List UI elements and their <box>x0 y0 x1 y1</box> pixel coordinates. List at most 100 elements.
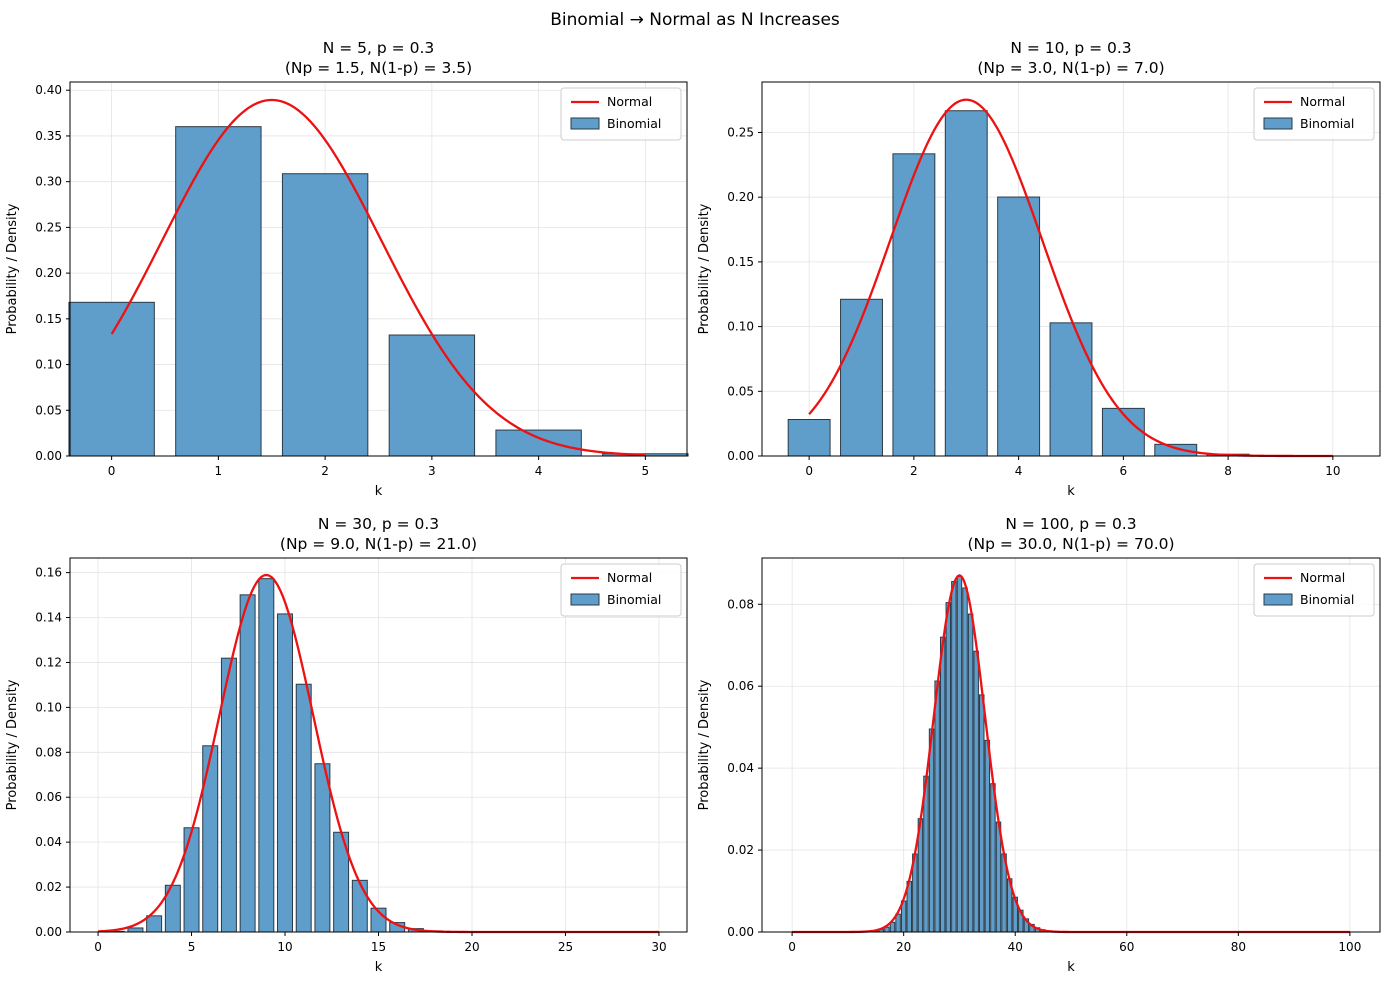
y-tick-label: 0.06 <box>727 679 754 693</box>
x-tick-label: 20 <box>464 940 479 954</box>
grid <box>762 558 1380 933</box>
y-tick-label: 0.06 <box>35 790 62 804</box>
y-tick-label: 0.30 <box>35 175 62 189</box>
bar-k-8 <box>239 594 256 933</box>
legend-normal-label: Normal <box>1300 570 1345 585</box>
x-tick-label: 100 <box>1338 940 1361 954</box>
legend-binomial-swatch <box>1263 593 1293 606</box>
x-tick-label: 0 <box>94 940 102 954</box>
legend-normal-label: Normal <box>1300 94 1345 109</box>
binomial-bars <box>68 126 689 457</box>
subplot-title-line1: N = 5, p = 0.3 <box>323 39 434 57</box>
bar-k-9 <box>258 578 275 933</box>
y-tick-label: 0.15 <box>727 255 754 269</box>
legend-binomial-label: Binomial <box>607 116 661 131</box>
bar-k-4 <box>997 196 1041 457</box>
binomial-bars <box>108 578 462 933</box>
bar-k-0 <box>68 301 155 457</box>
legend-normal-label: Normal <box>607 94 652 109</box>
bar-k-6 <box>1101 407 1145 457</box>
x-axis-label: k <box>1067 960 1075 975</box>
x-tick-label: 0 <box>805 464 813 478</box>
y-tick-label: 0.00 <box>35 449 62 463</box>
bar-k-28 <box>945 602 952 933</box>
x-tick-label: 10 <box>277 940 292 954</box>
bar-k-29 <box>951 581 957 933</box>
legend: Normal Binomial <box>1253 563 1375 617</box>
bar-k-7 <box>1154 443 1198 457</box>
x-tick-label: 4 <box>1015 464 1023 478</box>
subplot-2: 0 2 4 6 8 10 0.00 0.05 0.10 0.15 0.20 0.25 k Probabil… <box>697 39 1381 499</box>
subplot-4: 0 20 40 60 80 100 0.00 0.02 0.04 0.06 0.08 k Probabi… <box>697 515 1381 975</box>
legend-binomial-swatch <box>1263 117 1293 130</box>
bar-k-12 <box>314 763 331 933</box>
legend-binomial-label: Binomial <box>1300 592 1354 607</box>
y-tick-label: 0.00 <box>35 925 62 939</box>
y-axis-label: Probability / Density <box>5 203 20 334</box>
bar-k-0 <box>787 419 831 457</box>
y-tick-label: 0.08 <box>35 745 62 759</box>
legend-binomial-swatch <box>570 117 600 130</box>
subplot-1: 0 1 2 3 4 5 0.00 0.05 0.10 0.15 0.20 0.25 0.30 0.35 0.… <box>5 39 689 499</box>
subplot-title-line2: (Np = 9.0, N(1-p) = 21.0) <box>280 535 477 553</box>
bar-k-5 <box>183 827 200 933</box>
x-axis-label: k <box>375 960 383 975</box>
subplot-title-line2: (Np = 30.0, N(1-p) = 70.0) <box>967 535 1174 553</box>
x-tick-label: 3 <box>428 464 436 478</box>
legend-binomial-label: Binomial <box>607 592 661 607</box>
bar-k-35 <box>984 739 991 933</box>
y-tick-label: 0.10 <box>727 320 754 334</box>
x-tick-label: 40 <box>1008 940 1023 954</box>
bar-k-34 <box>979 694 985 933</box>
bar-k-26 <box>934 680 940 933</box>
y-tick-label: 0.10 <box>35 700 62 714</box>
x-tick-label: 60 <box>1119 940 1134 954</box>
x-tick-label: 4 <box>535 464 543 478</box>
bar-k-5 <box>1049 322 1093 457</box>
y-tick-label: 0.25 <box>35 220 62 234</box>
y-tick-label: 0.12 <box>35 655 62 669</box>
bar-k-37 <box>995 821 1002 933</box>
y-tick-label: 0.35 <box>35 129 62 143</box>
y-tick-label: 0.05 <box>35 403 62 417</box>
bar-k-6 <box>202 745 219 933</box>
y-tick-label: 0.00 <box>727 449 754 463</box>
y-tick-label: 0.15 <box>35 312 62 326</box>
bar-k-2 <box>892 153 936 457</box>
bar-k-18 <box>889 921 896 933</box>
legend-normal-label: Normal <box>607 570 652 585</box>
x-tick-label: 80 <box>1231 940 1246 954</box>
y-tick-label: 0.08 <box>727 597 754 611</box>
x-tick-label: 8 <box>1224 464 1232 478</box>
bar-k-14 <box>351 879 368 933</box>
subplot-3: 0 5 10 15 20 25 30 0.00 0.02 0.04 0.06 0.08 0.10 0.12… <box>5 515 688 975</box>
x-tick-label: 6 <box>1120 464 1128 478</box>
subplot-title-line2: (Np = 1.5, N(1-p) = 3.5) <box>285 59 472 77</box>
x-tick-label: 2 <box>321 464 329 478</box>
x-axis-label: k <box>1067 484 1075 499</box>
x-tick-label: 5 <box>188 940 196 954</box>
x-tick-label: 25 <box>558 940 573 954</box>
normal-curve <box>110 98 646 457</box>
axes-frame <box>69 81 688 457</box>
y-tick-label: 0.20 <box>727 190 754 204</box>
y-tick-label: 0.20 <box>35 266 62 280</box>
x-tick-label: 0 <box>788 940 796 954</box>
bar-k-10 <box>277 613 293 933</box>
bar-k-11 <box>295 683 312 933</box>
normal-curve <box>792 574 1350 934</box>
figure-title: Binomial → Normal as N Increases <box>550 10 840 30</box>
axes-frame <box>761 81 1381 457</box>
bar-k-3 <box>146 915 163 933</box>
y-axis-label: Probability / Density <box>697 203 712 334</box>
subplot-title-line2: (Np = 3.0, N(1-p) = 7.0) <box>977 59 1164 77</box>
bar-k-33 <box>973 650 979 933</box>
bar-k-32 <box>967 613 974 933</box>
axes-frame <box>761 557 1381 933</box>
subplot-title-line1: N = 100, p = 0.3 <box>1005 515 1136 533</box>
y-tick-label: 0.14 <box>35 611 62 625</box>
bar-k-2 <box>281 173 369 457</box>
y-tick-label: 0.16 <box>35 566 62 580</box>
y-tick-label: 0.00 <box>727 925 754 939</box>
legend-binomial-swatch <box>570 593 600 606</box>
